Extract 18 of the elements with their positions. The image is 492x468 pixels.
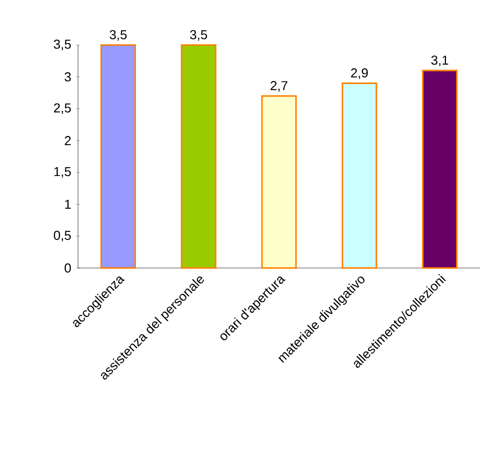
y-tick-label: 0 [64,263,71,273]
bar [422,70,458,269]
bar [180,44,216,269]
y-tick-label: 3 [64,72,71,82]
y-tick-label: 1,5 [54,167,71,178]
y-tick-label: 2,5 [54,103,71,114]
data-label: 3,5 [190,30,208,41]
y-tick-label: 0,5 [54,230,71,242]
data-label: 3,5 [110,30,127,41]
y-tick-label: 2 [64,136,71,146]
bar [261,95,297,269]
bar [342,82,378,269]
data-label: 3,1 [431,56,448,66]
bar [100,44,136,269]
y-tick-label: 3,5 [54,40,71,50]
data-label: 2,9 [351,68,368,80]
data-label: 2,7 [270,81,288,92]
y-tick-label: 1 [65,200,71,209]
